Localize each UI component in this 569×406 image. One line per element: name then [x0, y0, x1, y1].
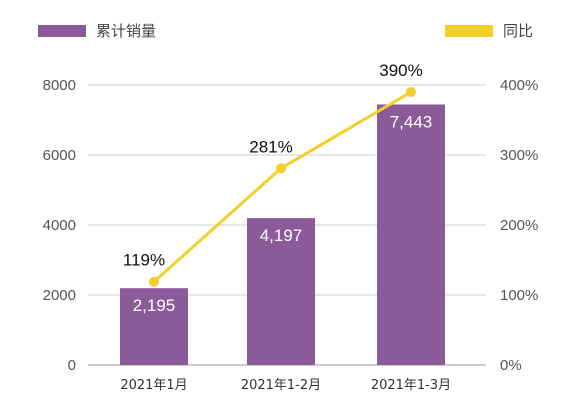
bar-value-label: 2,195 [133, 296, 176, 315]
bar [120, 288, 188, 365]
y-tick-label: 8000 [43, 77, 76, 94]
y2-tick-label: 400% [500, 77, 538, 94]
y2-tick-label: 100% [500, 287, 538, 304]
x-tick-label: 2021年1月 [120, 378, 187, 393]
y-tick-label: 2000 [43, 287, 76, 304]
y2-tick-label: 0% [500, 357, 522, 374]
y-tick-label: 6000 [43, 147, 76, 164]
yoy-value-label: 281% [249, 137, 292, 156]
bar-value-label: 4,197 [260, 226, 303, 245]
yoy-point [406, 87, 416, 97]
bar [377, 104, 445, 366]
legend-swatch-yoy [445, 24, 493, 37]
yoy-point [149, 276, 159, 287]
y2-tick-label: 200% [500, 217, 538, 234]
x-tick-label: 2021年1-2月 [241, 378, 321, 393]
legend-label-sales: 累计销量 [96, 22, 157, 40]
y-tick-label: 4000 [43, 217, 76, 234]
bar-value-label: 7,443 [390, 112, 433, 131]
yoy-value-label: 119% [123, 251, 165, 270]
y2-tick-label: 300% [500, 147, 538, 164]
yoy-value-label: 390% [379, 61, 422, 80]
bar [247, 218, 315, 365]
x-tick-label: 2021年1-3月 [371, 378, 451, 393]
y-tick-label: 0 [68, 357, 76, 374]
legend-item-yoy: 同比 [445, 20, 533, 41]
legend-swatch-sales [38, 24, 86, 37]
legend-label-yoy: 同比 [503, 22, 534, 40]
legend-item-sales: 累计销量 [38, 20, 156, 41]
yoy-point [276, 163, 286, 174]
